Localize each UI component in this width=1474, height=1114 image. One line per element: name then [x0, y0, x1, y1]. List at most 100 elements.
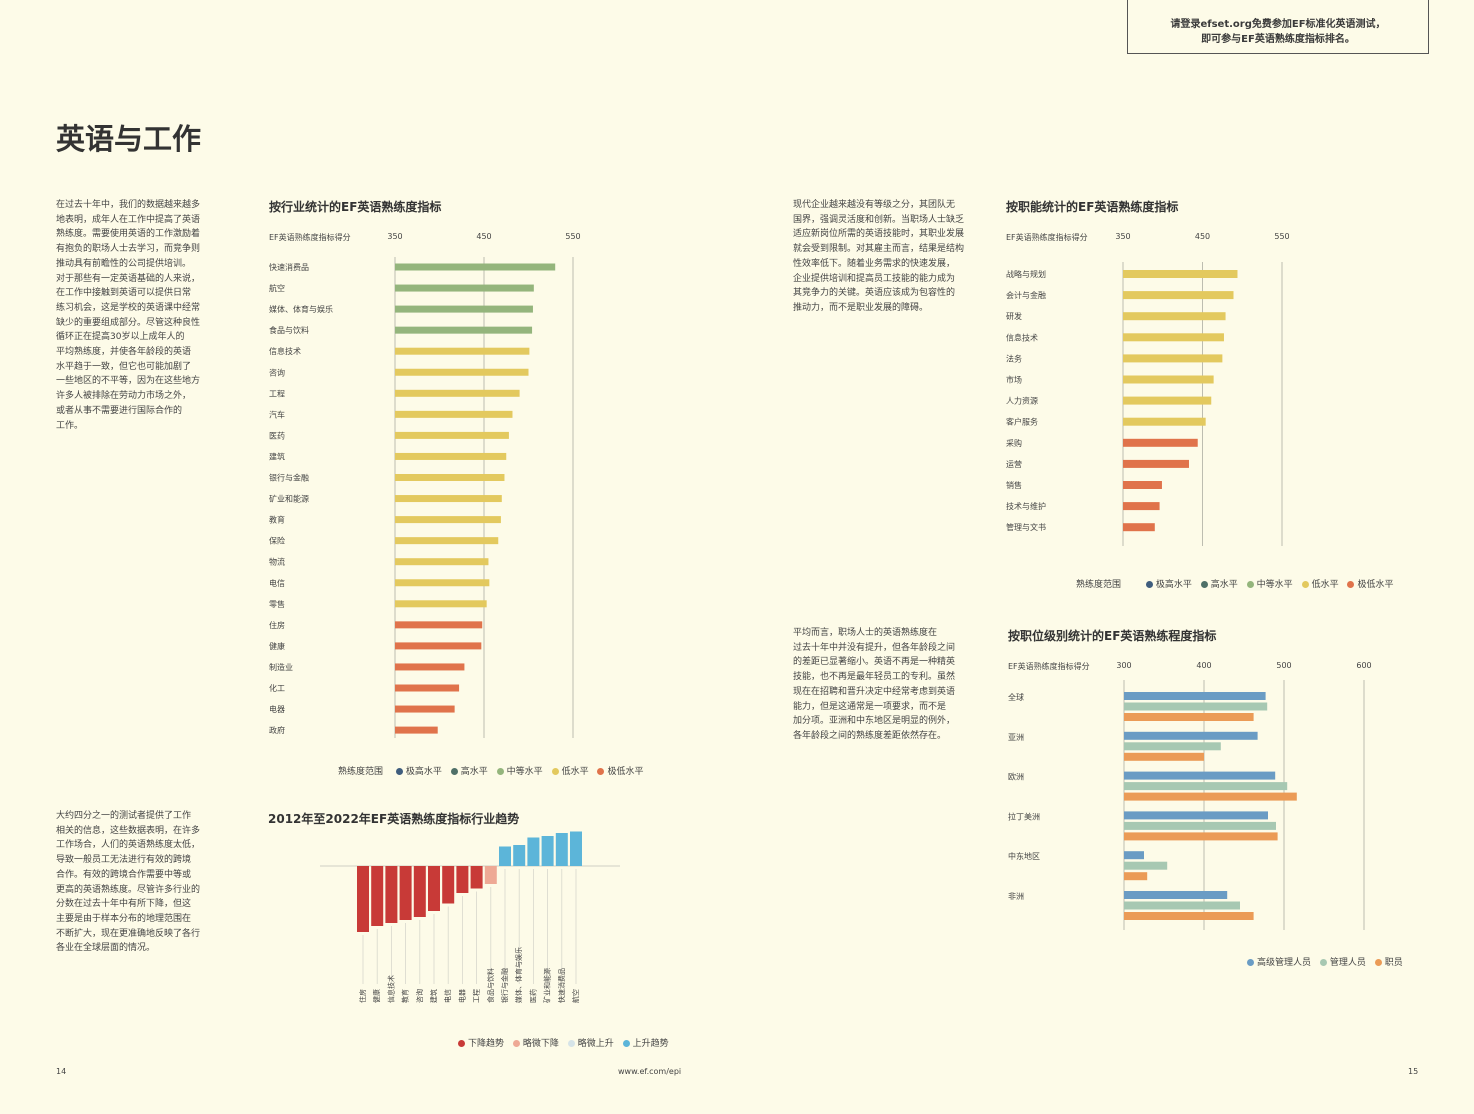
bar-管理人员: [1124, 702, 1268, 711]
category-label: 客户服务: [1006, 417, 1038, 427]
industry-chart-title: 按行业统计的EF英语熟练度指标: [269, 200, 442, 214]
category-label: 研发: [1006, 311, 1022, 321]
category-label: 技术与维护: [1006, 501, 1046, 511]
category-label: 零售: [269, 599, 285, 609]
bar-高级管理人员: [1124, 771, 1276, 780]
trend-bar: [385, 866, 398, 923]
legend-very-high: 极高水平: [395, 767, 442, 777]
legend-low: 低水平: [551, 767, 589, 777]
category-label: 信息技术: [1006, 332, 1038, 342]
trend-bar: [442, 866, 455, 904]
category-label: 航空: [269, 283, 285, 293]
trend-category-label: 咨询: [415, 989, 424, 1003]
trend-category-label: 食品与饮料: [486, 968, 495, 1003]
legend-very-high: 极高水平: [1145, 580, 1192, 590]
efset-promo-box[interactable]: 请登录efset.org免费参加EF标准化英语测试， 即可参与EF英语熟练度指标…: [1127, 0, 1429, 54]
intro-paragraph: 在过去十年中，我们的数据越来越多 地表明，成年人在工作中提高了英语 熟练度。需要…: [56, 200, 201, 431]
promo-line-2: 即可参与EF英语熟练度指标排名。: [1201, 34, 1355, 45]
bar-管理人员: [1124, 742, 1221, 751]
trend-legend: 下降趋势 略微下降 略微上升 上升趋势: [458, 1036, 669, 1049]
bar: [395, 474, 505, 481]
legend-exec: 高级管理人员: [1247, 958, 1311, 968]
legend-very-low: 极低水平: [597, 767, 643, 777]
category-label: 销售: [1006, 480, 1022, 490]
footer-url[interactable]: www.ef.com/epi: [618, 1067, 682, 1076]
industry-legend: 熟练度范围 极高水平 高水平 中等水平 低水平 极低水平: [338, 764, 643, 777]
bar: [1123, 438, 1198, 447]
category-label: 采购: [1006, 438, 1022, 448]
bar: [395, 726, 438, 734]
dot-icon: [1319, 958, 1327, 966]
bar-管理人员: [1124, 901, 1240, 910]
page-number-left: 14: [56, 1067, 67, 1076]
bar: [395, 663, 465, 671]
dot-icon: [512, 1039, 520, 1047]
legend-moderate: 中等水平: [1246, 580, 1293, 590]
dot-icon: [496, 767, 504, 775]
bar-管理人员: [1124, 782, 1288, 791]
bar: [1123, 291, 1234, 300]
bar: [395, 642, 482, 650]
bar-高级管理人员: [1124, 811, 1268, 820]
dot-icon: [1145, 580, 1153, 588]
bar: [1123, 459, 1189, 468]
category-label: 矿业和能源: [269, 494, 309, 504]
bar: [1123, 396, 1212, 405]
legend-slight-up: 略微上升: [567, 1039, 614, 1049]
legend-down: 下降趋势: [458, 1039, 504, 1049]
category-label: 咨询: [269, 367, 285, 377]
trend-bar: [570, 831, 582, 866]
category-label: 媒体、体育与娱乐: [269, 304, 333, 314]
x-tick-label: 350: [1115, 232, 1130, 241]
x-tick-label: 300: [1116, 661, 1131, 670]
dot-icon: [1200, 580, 1208, 588]
bar-职员: [1124, 832, 1278, 841]
category-label: 快速消费品: [269, 262, 309, 272]
trend-category-label: 住房: [358, 989, 367, 1003]
bar: [395, 368, 529, 376]
modern-paragraph: 现代企业越来越没有等级之分，其团队无 国界，强调灵活度和创新。当职场人士缺乏 适…: [793, 200, 965, 313]
bar: [395, 410, 513, 418]
trend-bar: [513, 845, 526, 866]
level-chart-title: 按职位级别统计的EF英语熟练程度指标: [1008, 629, 1217, 643]
dot-icon: [450, 767, 458, 775]
x-tick-label: 400: [1196, 661, 1211, 670]
category-label: 管理与文书: [1006, 522, 1046, 532]
bar: [395, 431, 509, 439]
bar: [395, 326, 533, 334]
industry-axis-label: EF英语熟练度指标得分: [269, 233, 351, 242]
x-tick-label: 550: [1274, 232, 1289, 241]
bar-高级管理人员: [1124, 851, 1144, 860]
bar: [395, 347, 530, 355]
bar: [395, 516, 501, 524]
category-label: 市场: [1006, 375, 1022, 385]
legend-moderate: 中等水平: [496, 767, 543, 777]
trend-bar: [555, 833, 568, 866]
category-label: 物流: [269, 557, 285, 567]
page-title: 英语与工作: [56, 122, 202, 156]
legend-title: 熟练度范围: [338, 767, 384, 777]
dot-icon: [1247, 958, 1254, 966]
category-label: 汽车: [269, 409, 285, 419]
bar-职员: [1124, 912, 1254, 920]
bar: [395, 284, 534, 292]
category-label: 工程: [269, 389, 285, 398]
trend-category-label: 教育: [401, 989, 410, 1003]
bar: [395, 495, 502, 503]
category-label: 医药: [269, 430, 285, 440]
legend-very-low: 极低水平: [1347, 580, 1393, 590]
trend-category-label: 建筑: [429, 989, 438, 1003]
trend-category-label: 矿业和能源: [543, 968, 552, 1003]
page-number-right: 15: [1408, 1067, 1419, 1076]
category-label: 健康: [269, 641, 285, 651]
dot-icon: [597, 767, 605, 775]
bar: [1123, 312, 1226, 321]
category-label: 制造业: [269, 662, 293, 672]
x-tick-label: 600: [1356, 661, 1371, 670]
bar-高级管理人员: [1124, 731, 1258, 740]
level-axis-label: EF英语熟练度指标得分: [1008, 662, 1090, 671]
dot-icon: [551, 767, 559, 775]
trend-category-label: 电信: [443, 989, 452, 1003]
trend-bar: [413, 866, 426, 917]
bar: [395, 558, 489, 566]
